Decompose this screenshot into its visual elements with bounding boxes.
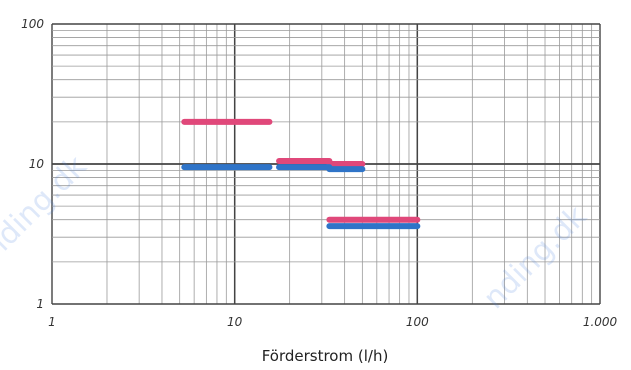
chart-series bbox=[181, 118, 421, 230]
x-tick-label: 1.000 bbox=[583, 315, 618, 329]
y-tick-label: 100 bbox=[21, 17, 44, 31]
y-tick-label: 1 bbox=[36, 297, 44, 311]
x-tick-label: 100 bbox=[406, 315, 429, 329]
x-tick-label: 10 bbox=[227, 315, 243, 329]
chart-tick-labels: 1 10 100 1.000 100 10 1 bbox=[21, 17, 617, 329]
x-axis-label: Förderstrom (l/h) bbox=[262, 347, 389, 365]
y-tick-label: 10 bbox=[29, 157, 45, 171]
x-tick-label: 1 bbox=[48, 315, 56, 329]
